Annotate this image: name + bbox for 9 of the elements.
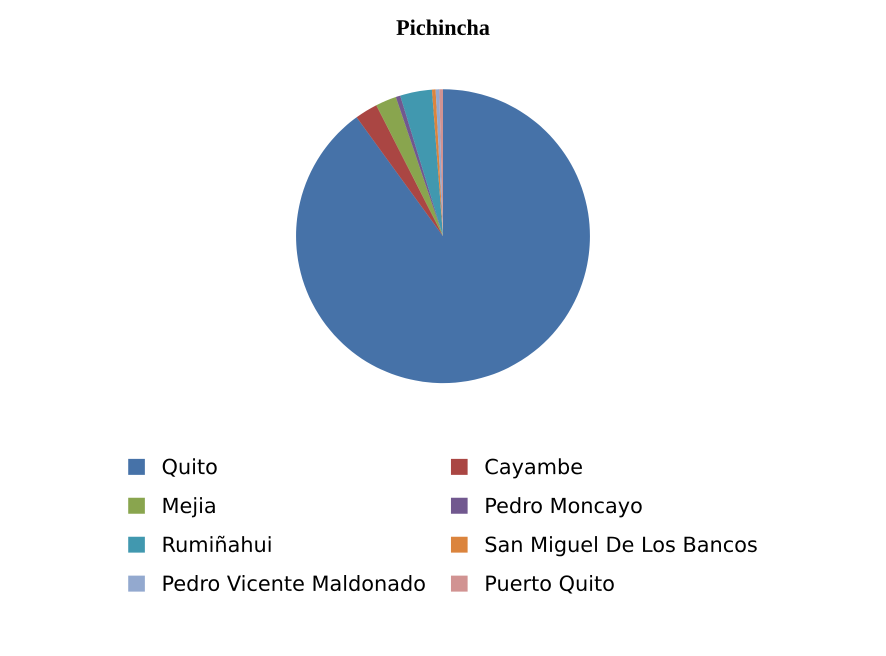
legend-label: San Miguel De Los Bancos [486, 536, 757, 556]
legend-label: Mejia [164, 497, 215, 518]
chart-title: Pichincha [396, 19, 490, 36]
legend-label: Puerto Quito [486, 575, 614, 594]
legend-label: Pedro Vicente Maldonado [164, 575, 425, 592]
legend-label: Pedro Moncayo [486, 497, 642, 518]
legend-label: Quito [162, 458, 217, 477]
legend-label: Cayambe [485, 458, 582, 478]
legend-label: Rumiñahui [164, 536, 271, 552]
